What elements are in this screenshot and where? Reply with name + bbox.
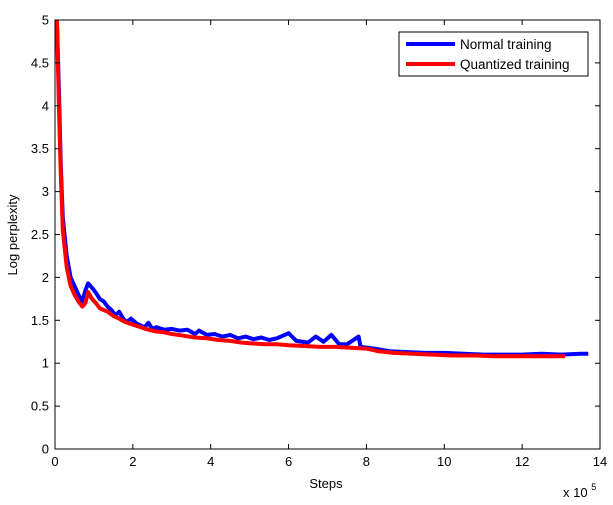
y-tick-label: 0.5 <box>31 399 49 414</box>
axes-group: 0 2 4 6 8 10 12 14 0 0.5 1 1.5 2 2.5 3 3.5 4 4.5 5 <box>31 13 607 470</box>
legend-label-quantized: Quantized training <box>460 57 570 72</box>
x-axis-title: Steps <box>309 476 343 491</box>
y-tick-label: 0 <box>42 442 49 457</box>
y-tick-label: 2.5 <box>31 227 49 242</box>
series-line-quantized-training <box>55 20 565 359</box>
y-tick-label: 3.5 <box>31 141 49 156</box>
legend-box <box>398 31 589 77</box>
y-tick-label: 2 <box>42 270 49 285</box>
x-tick-label: 10 <box>437 454 451 469</box>
series-group <box>55 20 589 359</box>
y-tick-label: 3 <box>42 184 49 199</box>
x-tick-label: 0 <box>51 454 58 469</box>
x-tick-label: 8 <box>363 454 370 469</box>
x-axis-multiplier-exponent: 5 <box>591 482 596 492</box>
x-tick-label: 12 <box>515 454 529 469</box>
plot-background <box>55 20 600 449</box>
x-axis-multiplier-base: x 10 <box>563 485 588 500</box>
plot-area <box>55 20 600 449</box>
y-axis-title: Log perplexity <box>5 194 20 275</box>
legend-label-normal: Normal training <box>460 37 552 52</box>
x-tick-label: 2 <box>129 454 136 469</box>
x-tick-label: 4 <box>207 454 214 469</box>
y-tick-label: 1 <box>42 356 49 371</box>
y-tick-label: 4 <box>42 98 49 113</box>
y-tick-label: 5 <box>42 13 49 28</box>
y-tick-label: 1.5 <box>31 313 49 328</box>
x-axis-multiplier: x 10 5 <box>563 482 596 500</box>
x-tick-label: 14 <box>593 454 607 469</box>
x-tick-label: 6 <box>285 454 292 469</box>
legend: Normal training Quantized training <box>398 31 589 77</box>
y-tick-label: 4.5 <box>31 55 49 70</box>
